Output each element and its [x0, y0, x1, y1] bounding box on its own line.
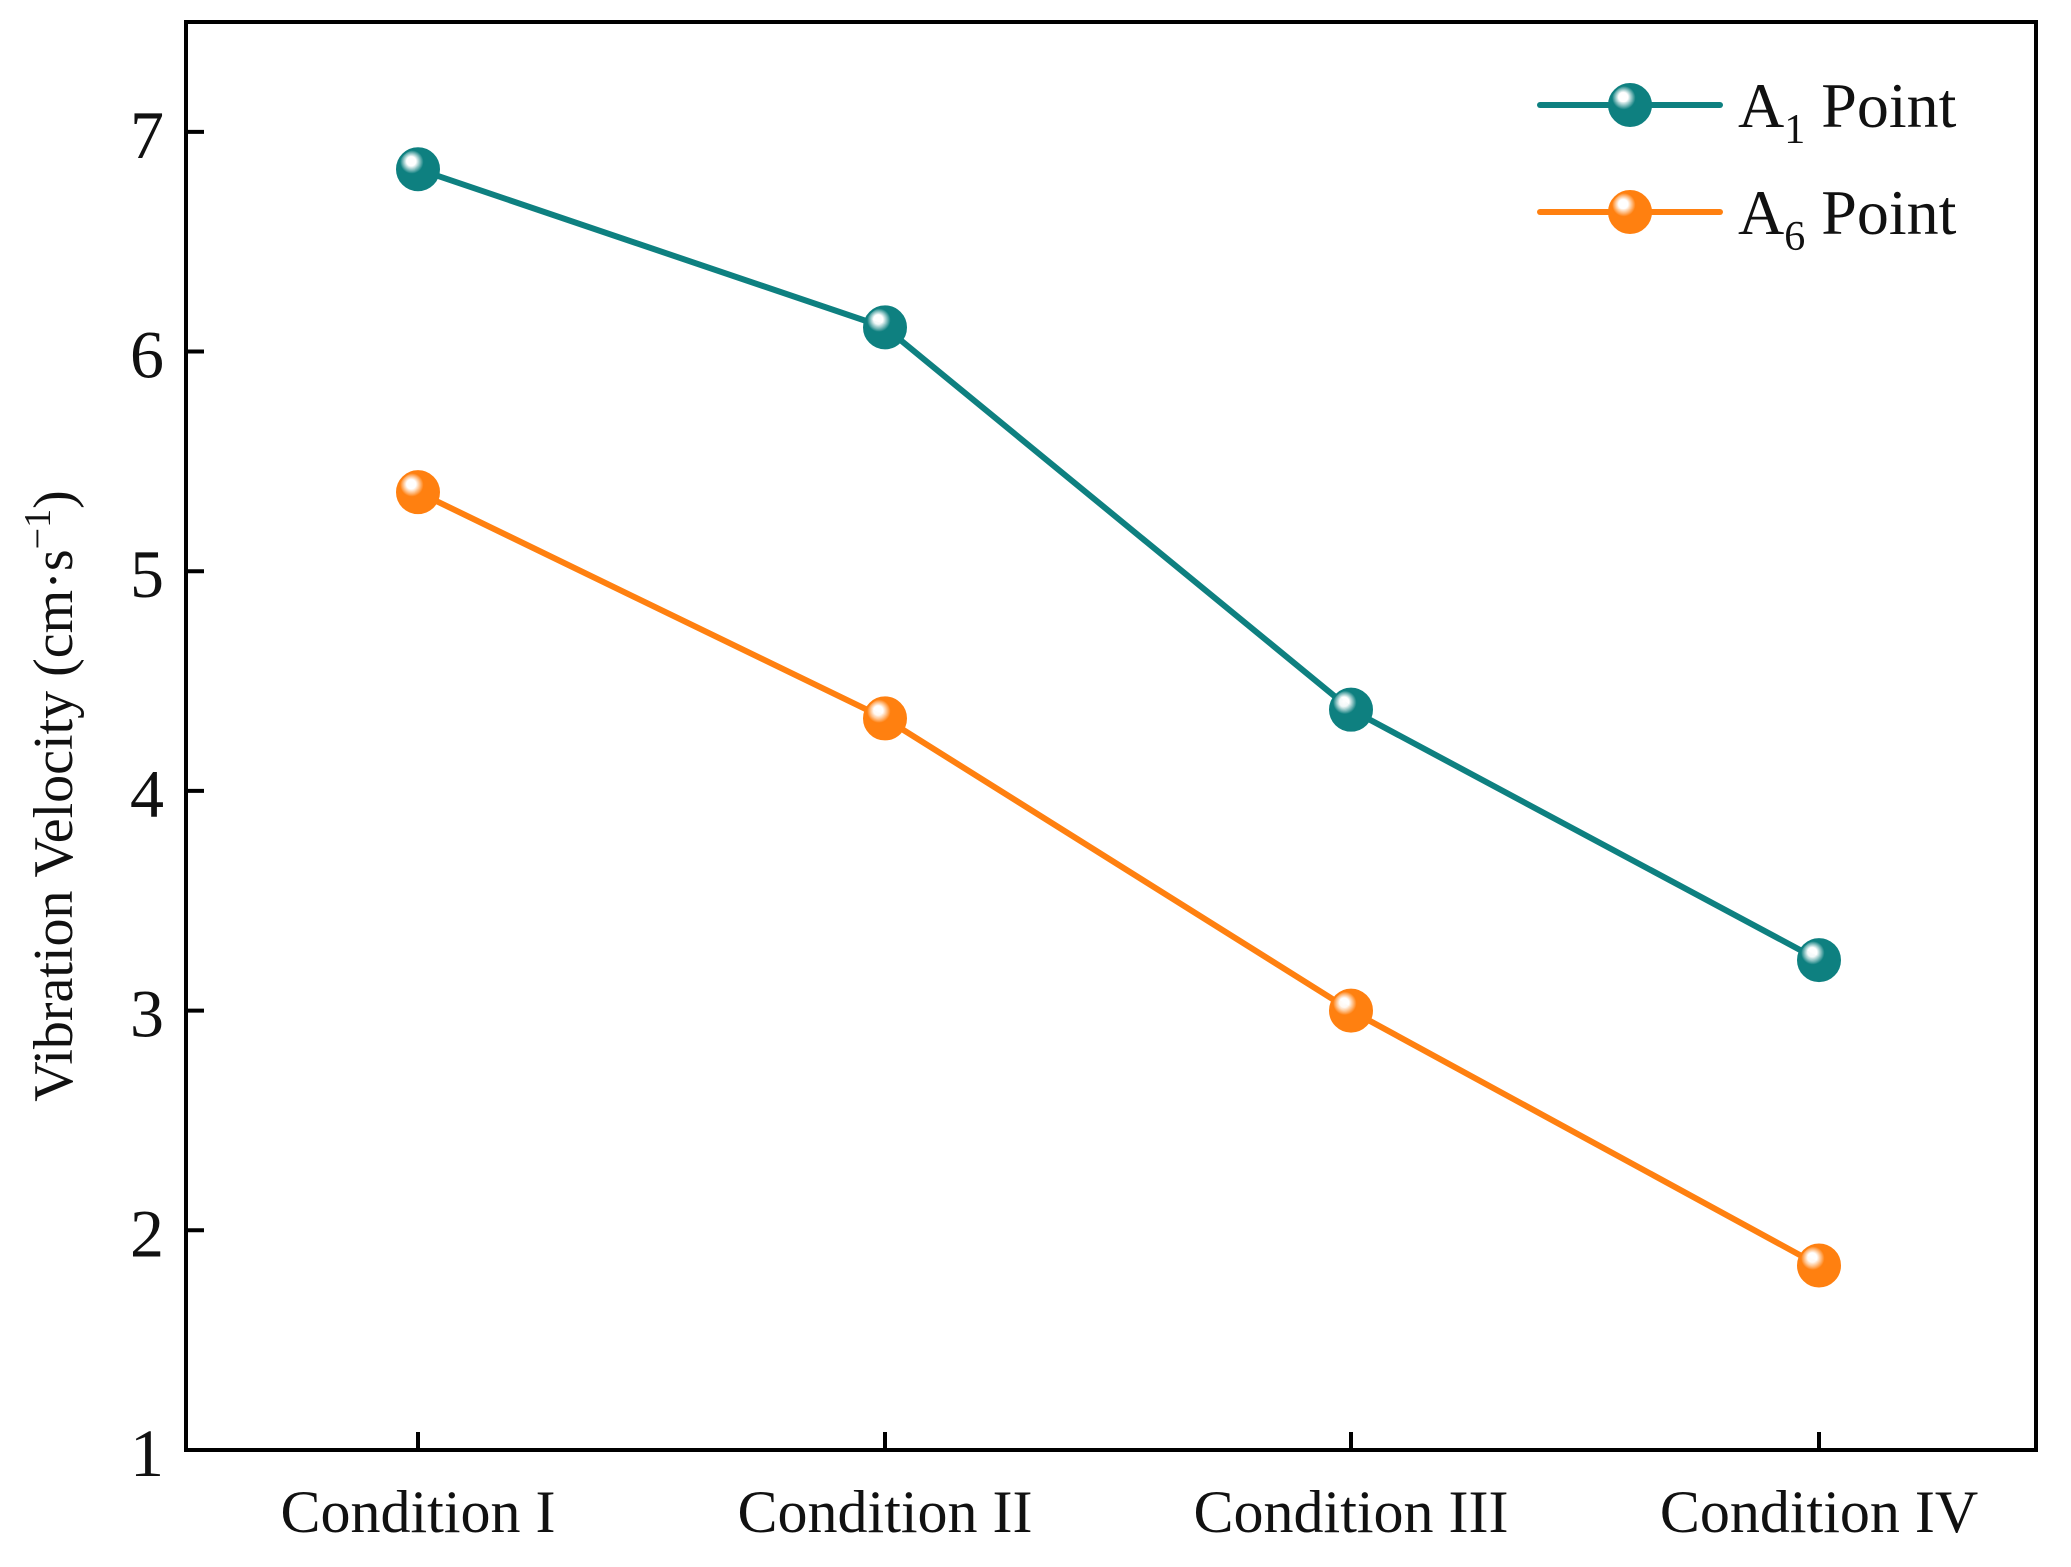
- legend-label-subscript: 1: [1784, 107, 1805, 153]
- series-markers: [396, 147, 1841, 1288]
- data-point-series2-2: [863, 696, 907, 741]
- axes-group: 1 2 3 4 5 6 7 Condition I Condition II Condition …: [130, 20, 2038, 1545]
- data-point-series1-2: [863, 305, 907, 350]
- y-tick-label: 6: [130, 317, 164, 393]
- legend-label-2: A6 Point: [1738, 177, 1957, 260]
- y-tick-label: 5: [130, 536, 164, 612]
- legend-label-subscript: 6: [1784, 214, 1805, 260]
- series-lines: [415, 166, 1822, 1269]
- series-line-1: [415, 166, 1822, 964]
- data-point-series1-3: [1329, 687, 1373, 732]
- y-tick-label: 1: [130, 1415, 164, 1491]
- data-point-series1-4: [1797, 938, 1841, 983]
- data-point-series2-1: [396, 470, 440, 515]
- x-tick-label: Condition III: [1194, 1479, 1509, 1545]
- y-tick-label: 7: [130, 97, 164, 173]
- legend-label-base: A: [1738, 177, 1784, 248]
- x-tick-label: Condition IV: [1660, 1479, 1978, 1545]
- data-point-series1-1: [396, 147, 440, 192]
- y-tick-label: 4: [130, 756, 164, 832]
- y-tick-label: 2: [130, 1195, 164, 1271]
- legend-marker-2: [1608, 190, 1652, 234]
- legend-label-1: A1 Point: [1738, 70, 1957, 153]
- legend-label-rest: Point: [1805, 177, 1956, 248]
- data-point-series2-3: [1329, 988, 1373, 1033]
- axis-labels: Vibration Velocity (cm·s−1): [17, 490, 85, 1101]
- y-axis-title-close: ): [23, 490, 85, 509]
- plot-frame: [184, 20, 2038, 1452]
- data-point-series2-4: [1797, 1243, 1841, 1288]
- y-axis-title-exponent: −1: [17, 509, 59, 549]
- legend-marker-1: [1608, 83, 1652, 127]
- y-axis-title: Vibration Velocity (cm·s−1): [17, 490, 85, 1101]
- y-axis-title-main: Vibration Velocity (cm·s: [23, 549, 85, 1101]
- x-tick-label: Condition I: [280, 1479, 555, 1545]
- x-tick-label: Condition II: [738, 1479, 1033, 1545]
- legend-label-rest: Point: [1805, 70, 1956, 141]
- y-tick-label: 3: [130, 976, 164, 1052]
- legend-label-base: A: [1738, 70, 1784, 141]
- series-line-2: [415, 489, 1822, 1269]
